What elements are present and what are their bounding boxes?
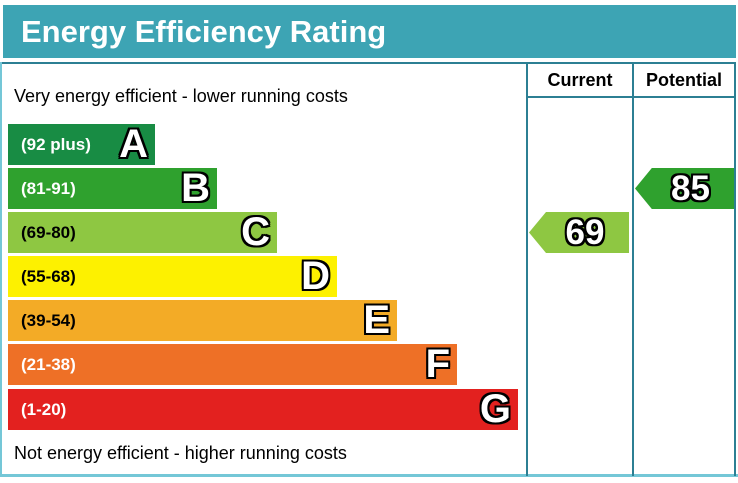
band-range-label: (92 plus) <box>21 134 91 154</box>
potential-rating-arrow: 85 <box>635 168 734 209</box>
band-range-label: (1-20) <box>21 399 67 419</box>
potential-column-divider <box>632 62 634 476</box>
band-letter: G <box>479 386 511 431</box>
band-letter: F <box>425 341 450 386</box>
table-left-border <box>0 62 2 477</box>
band-range-label: (81-91) <box>21 178 76 198</box>
band-row-c: (69-80) C <box>8 209 277 254</box>
current-rating-arrow: 69 <box>529 212 629 253</box>
band-row-a: (92 plus) A <box>8 121 155 166</box>
current-rating-value: 69 <box>565 213 605 252</box>
current-column-divider <box>526 62 528 476</box>
band-letter: B <box>181 165 210 210</box>
band-row-b: (81-91) B <box>8 165 217 210</box>
band-letter: A <box>119 121 148 166</box>
header-underline <box>526 96 736 98</box>
table-top-border <box>0 62 736 64</box>
band-row-g: (1-20) G <box>8 386 518 431</box>
band-range-label: (55-68) <box>21 266 76 286</box>
table-bottom-border <box>0 474 738 477</box>
band-row-d: (55-68) D <box>8 253 337 298</box>
band-row-f: (21-38) F <box>8 341 457 386</box>
band-range-label: (69-80) <box>21 222 76 242</box>
band-letter: C <box>241 209 270 254</box>
column-header-potential: Potential <box>645 70 722 90</box>
potential-rating-value: 85 <box>671 169 710 208</box>
column-header-current: Current <box>547 70 613 90</box>
band-letter: E <box>363 297 390 342</box>
title-banner: Energy Efficiency Rating <box>3 5 736 58</box>
band-row-e: (39-54) E <box>8 297 397 342</box>
bottom-note: Not energy efficient - higher running co… <box>14 443 347 463</box>
top-note: Very energy efficient - lower running co… <box>14 86 348 106</box>
band-letter: D <box>301 253 330 298</box>
band-range-label: (39-54) <box>21 310 76 330</box>
band-range-label: (21-38) <box>21 354 76 374</box>
table-right-border <box>734 62 736 476</box>
page-title: Energy Efficiency Rating <box>21 13 387 49</box>
